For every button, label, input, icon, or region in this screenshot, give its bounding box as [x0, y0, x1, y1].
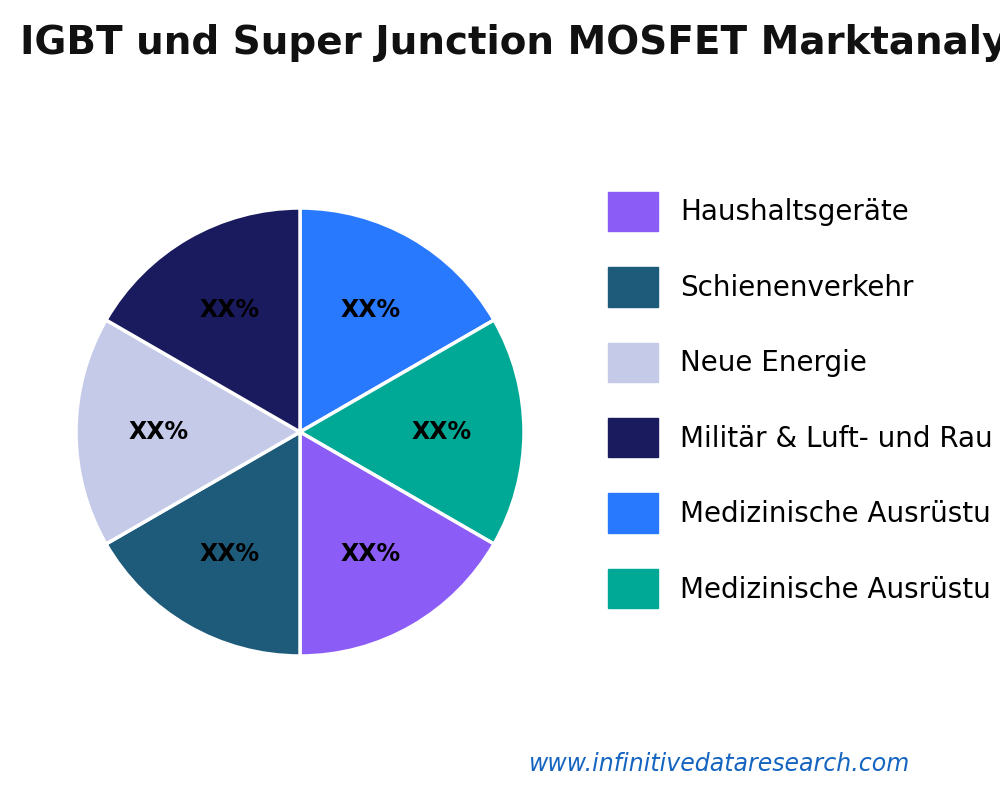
Text: www.infinitivedataresearch.com: www.infinitivedataresearch.com [529, 752, 911, 776]
Text: XX%: XX% [411, 420, 471, 444]
Wedge shape [300, 320, 524, 544]
Wedge shape [300, 208, 494, 432]
Text: XX%: XX% [129, 420, 189, 444]
Text: XX%: XX% [199, 298, 260, 322]
Wedge shape [300, 432, 494, 656]
Text: XX%: XX% [340, 542, 401, 566]
Wedge shape [106, 208, 300, 432]
Wedge shape [106, 432, 300, 656]
Wedge shape [76, 320, 300, 544]
Text: IGBT und Super Junction MOSFET Marktanalyse nach An: IGBT und Super Junction MOSFET Marktanal… [20, 24, 1000, 62]
Legend: Haushaltsgeräte, Schienenverkehr, Neue Energie, Militär & Luft- und Rau, Medizin: Haushaltsgeräte, Schienenverkehr, Neue E… [594, 178, 1000, 622]
Text: XX%: XX% [199, 542, 260, 566]
Text: XX%: XX% [340, 298, 401, 322]
